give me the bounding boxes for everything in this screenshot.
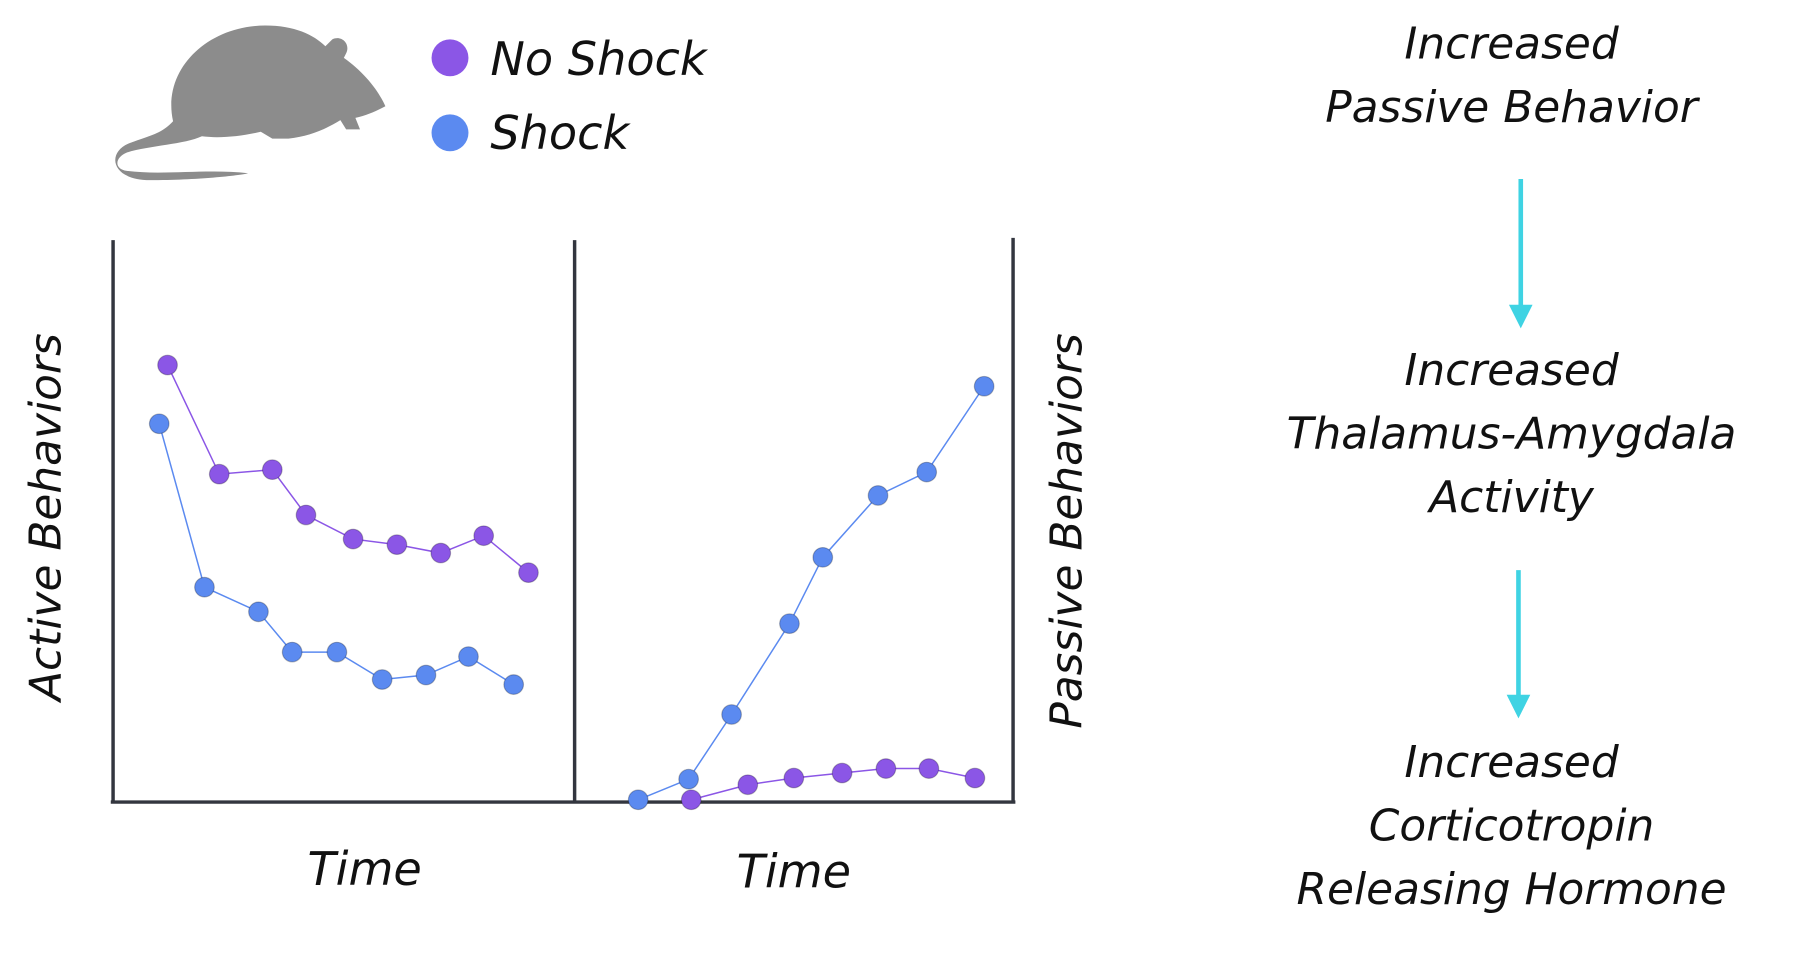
data-point — [964, 767, 986, 789]
data-point — [680, 789, 702, 811]
flow-step-text: Increased — [1404, 345, 1619, 396]
legend-marker — [431, 39, 469, 77]
x-axis-label: Time — [737, 844, 851, 898]
data-point — [281, 641, 303, 663]
data-point — [721, 704, 742, 725]
data-point — [295, 504, 317, 526]
mouse-icon — [115, 25, 386, 181]
y-axis-label: Passive Behaviors — [1042, 333, 1093, 728]
series-line — [637, 385, 985, 801]
legend-marker — [431, 114, 469, 152]
data-point — [503, 674, 525, 695]
x-axis-label: Time — [307, 842, 421, 896]
data-point — [812, 546, 834, 568]
data-point — [473, 525, 495, 547]
data-point — [148, 413, 170, 435]
data-point — [678, 768, 699, 790]
legend-label: Shock — [490, 106, 631, 160]
data-point — [918, 758, 940, 779]
data-point — [627, 789, 649, 811]
data-point — [371, 669, 393, 690]
data-point — [194, 576, 215, 598]
y-axis-label: Active Behaviors — [20, 333, 71, 704]
data-point — [326, 641, 348, 663]
flow-step-text: Increased — [1404, 737, 1619, 788]
data-point — [261, 459, 283, 481]
flow-step-text: Thalamus-Amygdala — [1287, 408, 1737, 459]
data-point — [157, 354, 178, 376]
legend-label: No Shock — [490, 32, 709, 86]
data-point — [875, 758, 897, 779]
data-point — [518, 562, 539, 584]
flow-step-text: Increased — [1404, 18, 1619, 69]
data-point — [779, 613, 800, 635]
flow-step-text: Activity — [1426, 472, 1595, 523]
data-point — [783, 767, 805, 789]
data-point — [458, 646, 479, 667]
data-point — [916, 461, 938, 483]
data-point — [342, 528, 364, 550]
data-point — [248, 601, 269, 623]
flow-step-text: Releasing Hormone — [1297, 864, 1727, 915]
flow-step-text: Corticotropin — [1369, 801, 1655, 852]
flow-arrows — [1506, 178, 1533, 719]
data-point — [208, 463, 230, 485]
data-point — [831, 762, 853, 784]
data-point — [737, 774, 759, 796]
data-point — [430, 542, 452, 564]
data-point — [867, 485, 889, 506]
flow-step-text: Passive Behavior — [1325, 82, 1701, 133]
data-point — [415, 664, 437, 686]
data-point — [973, 375, 995, 397]
data-point — [386, 534, 408, 556]
